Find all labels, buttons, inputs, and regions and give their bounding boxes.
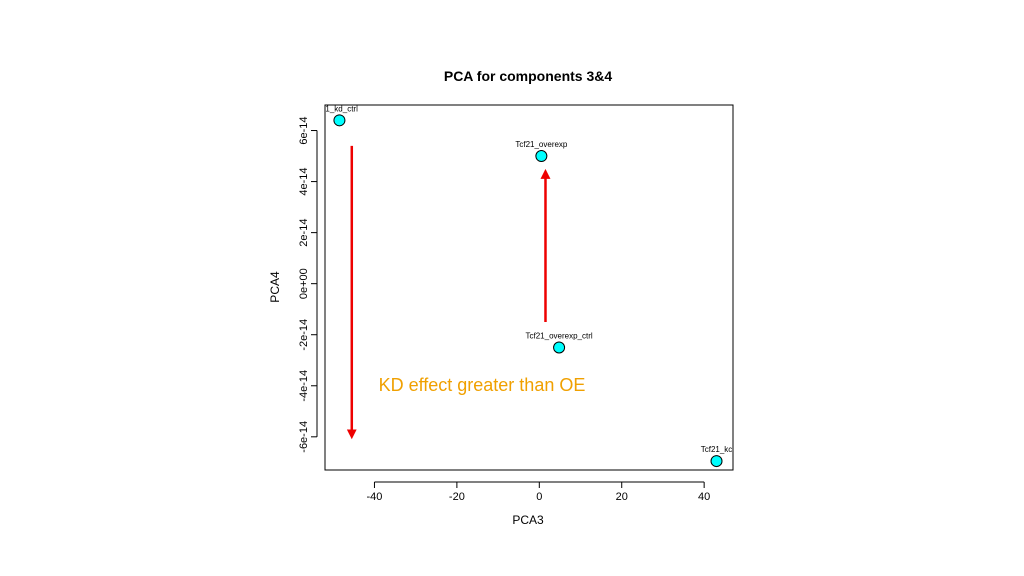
y-tick-label: 6e-14 <box>298 116 310 144</box>
points-layer: 21_kd_ctrl Tcf21_overexp Tcf21_overexp_ctr… <box>321 104 733 468</box>
arrows-layer <box>346 145 551 440</box>
x-tick-label: 0 <box>536 491 542 503</box>
data-point <box>710 455 723 468</box>
y-tick-label: 0e+00 <box>298 268 310 299</box>
annotation-text: KD effect greater than OE <box>379 375 586 395</box>
y-axis-label: PCA4 <box>268 271 282 303</box>
y-tick-label: -4e-14 <box>298 370 310 402</box>
chart-title: PCA for components 3&4 <box>444 68 612 84</box>
point-label: Tcf21_kc <box>701 445 733 454</box>
data-point <box>535 150 548 163</box>
point-label: 21_kd_ctrl <box>321 104 358 113</box>
x-tick-label: -20 <box>449 491 465 503</box>
y-tick-label: 4e-14 <box>298 168 310 196</box>
x-tick-label: -40 <box>367 491 383 503</box>
y-axis: -6e-14 -4e-14 -2e-14 0e+00 2e-14 4e-14 6e-14 <box>298 116 318 453</box>
point-label: Tcf21_overexp_ctrl <box>526 331 593 340</box>
x-tick-label: 40 <box>698 491 710 503</box>
y-tick-label: 2e-14 <box>298 219 310 247</box>
y-tick-label: -2e-14 <box>298 319 310 351</box>
annotations-layer: KD effect greater than OE <box>379 375 586 395</box>
data-point <box>333 114 346 127</box>
plot-frame <box>324 104 734 471</box>
x-axis: -40 -20 0 20 40 <box>367 481 710 503</box>
y-tick-label: -6e-14 <box>298 421 310 453</box>
data-point <box>553 341 566 354</box>
x-tick-label: 20 <box>616 491 628 503</box>
x-axis-label: PCA3 <box>512 513 544 527</box>
point-label: Tcf21_overexp <box>515 140 568 149</box>
